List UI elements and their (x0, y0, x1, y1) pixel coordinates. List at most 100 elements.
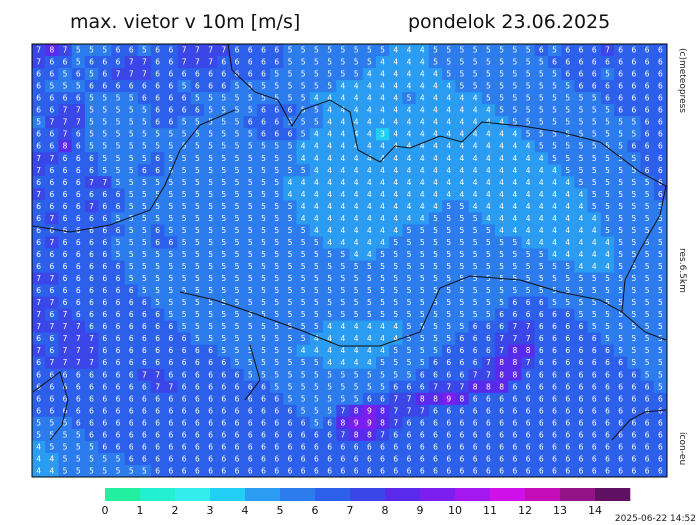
wind-value: 5 (618, 274, 623, 283)
wind-value: 5 (274, 310, 279, 319)
wind-value: 5 (354, 394, 359, 403)
wind-value: 5 (116, 118, 121, 127)
wind-value: 4 (340, 358, 345, 367)
wind-value: 4 (446, 106, 451, 115)
wind-value: 6 (102, 202, 107, 211)
wind-cell (309, 80, 324, 93)
wind-value: 6 (658, 106, 663, 115)
wind-value: 6 (592, 346, 597, 355)
colorbar-segment (280, 488, 316, 501)
wind-value: 4 (473, 142, 478, 151)
wind-value: 5 (499, 286, 504, 295)
wind-value: 4 (314, 190, 319, 199)
wind-value: 5 (393, 298, 398, 307)
wind-cell (296, 140, 311, 153)
wind-cell (455, 56, 470, 69)
wind-value: 4 (327, 226, 332, 235)
colorbar-tick-label: 10 (448, 504, 462, 517)
wind-value: 5 (221, 154, 226, 163)
wind-value: 5 (76, 466, 81, 475)
wind-cell (600, 92, 615, 105)
wind-cell (32, 104, 46, 117)
wind-value: 6 (221, 58, 226, 67)
wind-value: 6 (632, 430, 637, 439)
wind-value: 4 (579, 238, 584, 247)
wind-value: 5 (288, 166, 293, 175)
wind-cell (442, 80, 456, 93)
wind-value: 6 (512, 418, 517, 427)
wind-value: 5 (182, 118, 187, 127)
wind-value: 4 (499, 178, 504, 187)
wind-value: 5 (552, 118, 557, 127)
wind-value: 4 (420, 58, 425, 67)
wind-value: 6 (89, 298, 94, 307)
wind-value: 4 (354, 214, 359, 223)
wind-value: 5 (645, 214, 650, 223)
wind-value: 5 (274, 166, 279, 175)
wind-cell (349, 164, 364, 177)
wind-value: 6 (142, 394, 147, 403)
wind-value: 6 (327, 418, 332, 427)
wind-value: 5 (288, 46, 293, 55)
wind-value: 6 (658, 442, 663, 451)
colorbar-tick-label: 8 (382, 504, 389, 517)
wind-value: 6 (301, 454, 306, 463)
wind-value: 5 (380, 274, 385, 283)
wind-cell (32, 92, 46, 105)
wind-value: 6 (499, 310, 504, 319)
wind-value: 6 (579, 334, 584, 343)
wind-value: 5 (169, 202, 174, 211)
wind-cell (468, 92, 483, 105)
wind-value: 6 (195, 454, 200, 463)
wind-value: 5 (248, 202, 253, 211)
wind-value: 7 (36, 58, 41, 67)
wind-value: 5 (235, 202, 240, 211)
wind-cell (561, 44, 575, 57)
wind-cell (336, 164, 350, 177)
wind-value: 5 (539, 274, 544, 283)
wind-value: 6 (195, 382, 200, 391)
wind-value: 5 (248, 286, 253, 295)
wind-value: 6 (221, 70, 226, 79)
wind-value: 5 (169, 214, 174, 223)
wind-value: 6 (102, 382, 107, 391)
wind-cell (190, 80, 205, 93)
colorbar-segment (140, 488, 176, 501)
wind-cell (362, 116, 377, 129)
wind-value: 6 (605, 406, 610, 415)
wind-value: 4 (552, 250, 557, 259)
wind-value: 6 (499, 322, 504, 331)
wind-cell (547, 56, 562, 69)
wind-value: 6 (592, 442, 597, 451)
wind-cell (190, 68, 205, 81)
wind-cell (495, 152, 509, 165)
wind-value: 4 (486, 178, 491, 187)
wind-value: 5 (393, 346, 398, 355)
wind-value: 7 (49, 238, 54, 247)
wind-value: 4 (393, 166, 398, 175)
wind-value: 5 (116, 94, 121, 103)
wind-value: 5 (380, 250, 385, 259)
wind-value: 5 (116, 166, 121, 175)
wind-value: 5 (592, 94, 597, 103)
wind-cell (468, 164, 483, 177)
wind-value: 5 (182, 202, 187, 211)
wind-value: 5 (208, 202, 213, 211)
wind-value: 5 (658, 358, 663, 367)
wind-value: 4 (420, 178, 425, 187)
wind-value: 6 (658, 58, 663, 67)
wind-value: 4 (407, 82, 412, 91)
wind-value: 8 (49, 46, 54, 55)
wind-value: 6 (248, 58, 253, 67)
wind-cell (375, 44, 390, 57)
wind-value: 6 (36, 238, 41, 247)
wind-cell (428, 56, 443, 69)
wind-value: 5 (195, 190, 200, 199)
wind-value: 7 (526, 358, 531, 367)
wind-value: 6 (645, 58, 650, 67)
wind-cell (111, 56, 126, 69)
wind-value: 5 (565, 262, 570, 271)
wind-cell (230, 92, 245, 105)
wind-cell (521, 92, 536, 105)
wind-value: 6 (579, 382, 584, 391)
